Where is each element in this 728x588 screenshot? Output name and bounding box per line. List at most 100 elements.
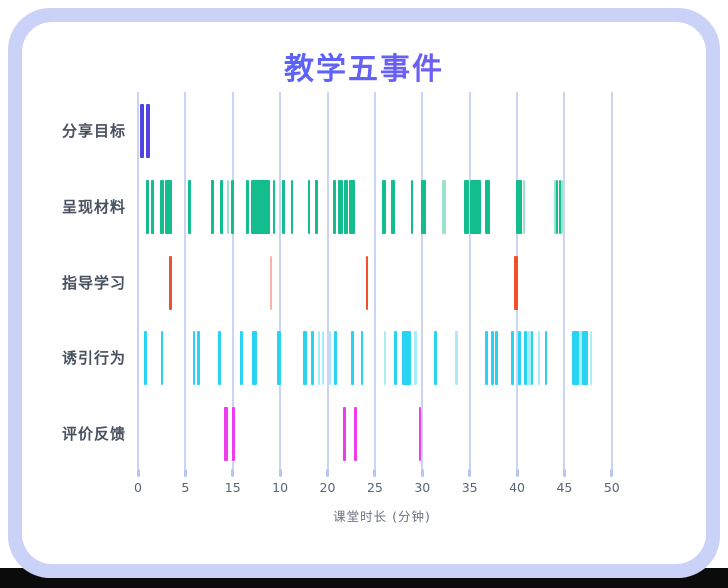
event-bar: [220, 179, 224, 234]
x-tick-label: 0: [134, 480, 142, 495]
gridline: [231, 92, 234, 469]
event-bar: [544, 331, 548, 386]
event-bar: [269, 255, 272, 310]
event-bar: [421, 179, 427, 234]
event-bar: [556, 179, 559, 234]
axis-tick: [610, 469, 614, 477]
x-tick-label: 20: [319, 480, 336, 495]
chart-title: 教学五事件: [22, 22, 706, 88]
event-bar: [579, 331, 582, 386]
event-bar: [491, 331, 494, 386]
event-timeline-chart: 分享目标 呈现材料 指导学习 诱引行为 评价反馈 0 5 15 10 20 25 30 35 40 45 5…: [22, 92, 706, 564]
event-bar: [554, 179, 557, 234]
event-bar: [337, 179, 343, 234]
event-bar: [164, 179, 173, 234]
event-bar: [414, 331, 417, 386]
x-tick-label: 25: [366, 480, 383, 495]
event-bar: [469, 179, 481, 234]
outer-frame: 教学五事件 分享目标 呈现材料 指导学习 诱引行为 评价反馈 0 5 15 10 20 25 30 3…: [8, 8, 720, 578]
event-bar: [511, 331, 515, 386]
event-bar: [484, 331, 488, 386]
event-bar: [218, 331, 221, 386]
event-bar: [160, 179, 165, 234]
event-bar: [531, 331, 534, 386]
event-bar: [146, 104, 150, 158]
x-tick-label: 40: [509, 480, 525, 495]
event-bar: [495, 331, 499, 386]
event-bar: [384, 331, 387, 386]
event-bar: [315, 179, 319, 234]
event-bar: [251, 179, 271, 234]
event-bar: [329, 331, 332, 386]
chart-card: 教学五事件 分享目标 呈现材料 指导学习 诱引行为 评价反馈 0 5 15 10 20 25 30 3…: [22, 22, 706, 564]
event-bar: [272, 179, 276, 234]
event-bar: [516, 179, 522, 234]
axis-tick: [420, 469, 424, 477]
event-bar: [410, 179, 413, 234]
event-bar: [333, 331, 337, 386]
event-bar: [290, 179, 294, 234]
category-label-5: 评价反馈: [61, 425, 126, 444]
event-bar: [302, 331, 307, 386]
x-tick-label: 15: [224, 480, 241, 495]
event-bar: [276, 331, 281, 386]
gridline: [610, 92, 613, 469]
x-axis-title: 课堂时长 (分钟): [333, 509, 431, 524]
gridline: [421, 92, 424, 469]
axis-tick: [326, 469, 329, 477]
gridline: [184, 92, 187, 469]
event-bar: [455, 331, 458, 386]
event-bar: [559, 179, 562, 234]
event-bar: [160, 331, 163, 386]
event-bar: [230, 179, 234, 234]
event-bar: [537, 331, 540, 386]
axis-tick: [183, 469, 187, 477]
event-bar: [351, 331, 355, 386]
event-bar: [224, 407, 228, 462]
x-tick-label: 30: [414, 480, 431, 495]
plot-area: 0 5 15 10 20 25 30 35 40 45 50: [134, 92, 626, 495]
event-bar: [485, 179, 491, 234]
gridline: [137, 92, 139, 469]
event-bar: [282, 179, 285, 234]
event-bar: [361, 331, 364, 386]
event-bar: [513, 255, 519, 310]
event-bar: [353, 407, 358, 462]
gridline: [279, 92, 282, 469]
x-tick-label: 45: [556, 480, 573, 495]
axis-tick: [373, 469, 377, 477]
event-bar: [226, 179, 230, 234]
event-bar: [523, 331, 528, 386]
event-bar: [245, 179, 250, 234]
gridline: [563, 92, 566, 469]
axis-tick: [468, 469, 472, 477]
axis-tick: [136, 469, 140, 477]
y-axis-labels: 分享目标 呈现材料 指导学习 诱引行为 评价反馈: [22, 92, 126, 564]
event-bar: [322, 331, 325, 386]
event-bar: [442, 179, 446, 234]
event-bar: [333, 179, 337, 234]
event-bar: [582, 331, 589, 386]
category-label-1: 分享目标: [61, 122, 126, 140]
event-bar: [188, 179, 192, 234]
event-bar: [561, 179, 564, 234]
event-bar: [197, 331, 200, 386]
event-bar: [522, 179, 525, 234]
event-bar: [589, 331, 592, 386]
gridline: [468, 92, 471, 469]
event-bar: [307, 179, 311, 234]
event-bar: [419, 407, 422, 462]
event-bar: [433, 331, 438, 386]
event-bar: [366, 255, 369, 310]
event-bar: [344, 179, 348, 234]
axis-tick: [515, 469, 519, 477]
category-label-2: 呈现材料: [61, 197, 126, 216]
event-bar: [210, 179, 214, 234]
event-bar: [517, 331, 521, 386]
axis-tick: [278, 469, 282, 477]
axis-tick: [562, 469, 566, 477]
event-bar: [317, 331, 320, 386]
event-bar: [252, 331, 257, 386]
x-tick-label: 10: [272, 480, 289, 495]
gridline: [326, 92, 329, 469]
